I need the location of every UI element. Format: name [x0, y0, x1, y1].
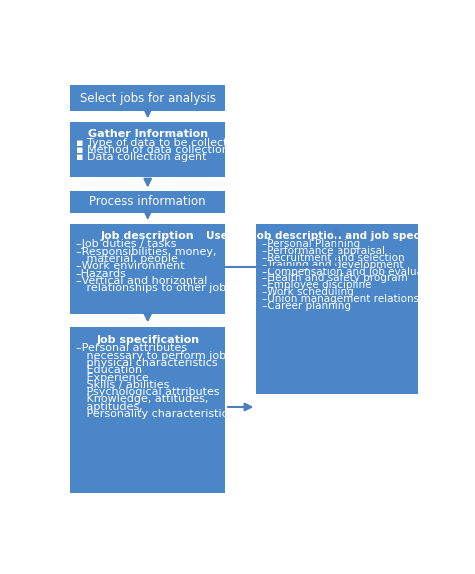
- Text: Knowledge, attitudes,: Knowledge, attitudes,: [76, 394, 209, 405]
- Text: Education: Education: [76, 365, 142, 375]
- FancyBboxPatch shape: [70, 327, 225, 493]
- Text: relationships to other jobs: relationships to other jobs: [76, 284, 232, 293]
- FancyBboxPatch shape: [70, 122, 225, 177]
- FancyBboxPatch shape: [70, 85, 225, 111]
- Text: Gather Information: Gather Information: [88, 129, 208, 139]
- Text: Personality characteristics: Personality characteristics: [76, 409, 233, 419]
- Text: –Personal Planning: –Personal Planning: [262, 239, 360, 249]
- Text: –Personal attributes: –Personal attributes: [76, 343, 187, 353]
- Text: –Responsibilities, money,: –Responsibilities, money,: [76, 247, 217, 257]
- Text: Select jobs for analysis: Select jobs for analysis: [80, 91, 216, 104]
- Text: physical characteristics: physical characteristics: [76, 358, 218, 368]
- Text: Experience: Experience: [76, 373, 149, 382]
- FancyBboxPatch shape: [70, 191, 225, 212]
- Text: Uses of job description and job specification: Uses of job description and job specific…: [206, 231, 468, 241]
- Text: material, people: material, people: [76, 254, 178, 264]
- Text: Skills / abilities: Skills / abilities: [76, 380, 169, 390]
- Text: ▪ Data collection agent: ▪ Data collection agent: [76, 153, 207, 162]
- Text: Psychological attributes: Psychological attributes: [76, 387, 219, 397]
- Text: –Hazards: –Hazards: [76, 269, 127, 279]
- Text: –Job duties / tasks: –Job duties / tasks: [76, 239, 176, 250]
- Text: –Compensation and job evaluation program: –Compensation and job evaluation program: [262, 266, 475, 277]
- FancyBboxPatch shape: [70, 223, 225, 314]
- Text: Process information: Process information: [89, 195, 206, 208]
- Text: –Vertical and horizontal: –Vertical and horizontal: [76, 276, 207, 286]
- Text: –Training and development: –Training and development: [262, 259, 403, 270]
- Text: necessary to perform job: necessary to perform job: [76, 351, 226, 360]
- Text: Job specification: Job specification: [96, 335, 200, 345]
- Text: ▪ Method of data collection: ▪ Method of data collection: [76, 145, 229, 155]
- Text: –Health and safety program: –Health and safety program: [262, 273, 408, 284]
- FancyBboxPatch shape: [256, 223, 418, 394]
- Text: –Employee discipline: –Employee discipline: [262, 280, 371, 290]
- Text: –Union management relationship: –Union management relationship: [262, 294, 435, 304]
- Text: –Performance appraisal: –Performance appraisal: [262, 246, 385, 256]
- Text: aptitudes,: aptitudes,: [76, 402, 142, 412]
- Text: –Recruitment and selection: –Recruitment and selection: [262, 253, 405, 263]
- Text: –Work scheduling: –Work scheduling: [262, 288, 353, 297]
- Text: Job description: Job description: [101, 231, 195, 241]
- Text: ▪ Type of data to be collected: ▪ Type of data to be collected: [76, 138, 241, 148]
- Text: –Career planning: –Career planning: [262, 301, 351, 311]
- Text: –Work environment: –Work environment: [76, 261, 185, 272]
